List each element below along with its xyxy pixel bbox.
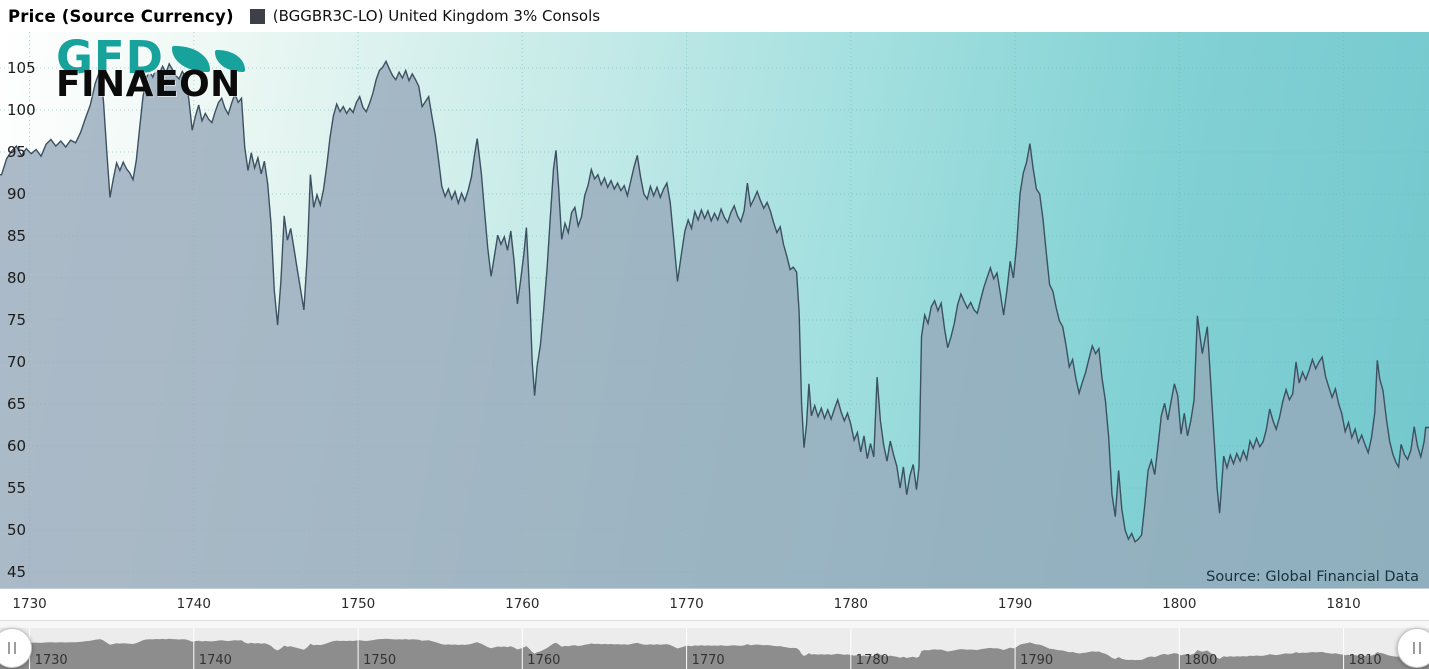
y-axis-label: 60: [7, 437, 26, 455]
y-axis-label: 70: [7, 353, 26, 371]
legend-swatch: [249, 8, 265, 24]
source-note: Source: Global Financial Data: [1206, 569, 1419, 585]
x-axis-label: 1800: [1162, 596, 1197, 612]
y-axis-label: 90: [7, 185, 26, 203]
y-axis-label: 80: [7, 269, 26, 287]
y-axis-label: 65: [7, 395, 26, 413]
navigator-series: [0, 638, 1429, 669]
drag-grip-icon: [1419, 642, 1421, 654]
x-axis: 1730 1740 1750 1760 1770 1780 1790 1800 1810: [0, 588, 1429, 620]
drag-grip-icon: [1413, 642, 1415, 654]
y-axis-label: 75: [7, 311, 26, 329]
navigator-year-label: 1750: [363, 653, 396, 668]
navigator-year-label: 1800: [1184, 653, 1217, 668]
price-area-chart[interactable]: 45 50 55 60 65 70 75 80 85 90 95 100 105: [0, 32, 1429, 588]
price-area: [0, 61, 1429, 588]
y-axis-label: 85: [7, 227, 26, 245]
y-axis-label: 95: [7, 143, 26, 161]
range-navigator[interactable]: 1730 1740 1750 1760 1770 1780 1790 1800 1810: [0, 620, 1429, 669]
legend-series-label: (BGGBR3C-LO) United Kingdom 3% Consols: [272, 7, 601, 25]
navigator-chart[interactable]: 1730 1740 1750 1760 1770 1780 1790 1800 1810: [0, 621, 1429, 669]
x-axis-label: 1760: [505, 596, 540, 612]
y-axis-label: 100: [7, 101, 36, 119]
price-line: [0, 59, 1429, 543]
x-axis-label: 1810: [1326, 596, 1361, 612]
y-axis-label: 50: [7, 521, 26, 539]
navigator-year-label: 1760: [527, 653, 560, 668]
x-axis-label: 1770: [669, 596, 704, 612]
page-title: Price (Source Currency): [8, 6, 234, 26]
y-axis-label: 45: [7, 563, 26, 581]
navigator-right-handle[interactable]: [1397, 628, 1429, 668]
x-axis-label: 1730: [12, 596, 47, 612]
chart-titlebar: Price (Source Currency) (BGGBR3C-LO) Uni…: [0, 0, 1429, 32]
x-axis-label: 1780: [833, 596, 868, 612]
navigator-left-handle[interactable]: [0, 628, 32, 668]
navigator-year-label: 1770: [692, 653, 725, 668]
x-axis-label: 1750: [340, 596, 376, 612]
navigator-year-label: 1730: [35, 653, 68, 668]
navigator-year-label: 1780: [856, 653, 889, 668]
navigator-year-label: 1740: [199, 653, 232, 668]
x-axis-label: 1740: [176, 596, 211, 612]
navigator-year-label: 1810: [1349, 653, 1382, 668]
x-axis-label: 1790: [997, 596, 1033, 612]
drag-grip-icon: [14, 642, 16, 654]
drag-grip-icon: [8, 642, 10, 654]
navigator-year-label: 1790: [1020, 653, 1053, 668]
y-axis-label: 105: [7, 59, 36, 77]
main-chart-area[interactable]: 45 50 55 60 65 70 75 80 85 90 95 100 105 GFD FINAEON…: [0, 32, 1429, 588]
navigator-top-strip: [0, 621, 1429, 628]
y-axis-label: 55: [7, 479, 26, 497]
